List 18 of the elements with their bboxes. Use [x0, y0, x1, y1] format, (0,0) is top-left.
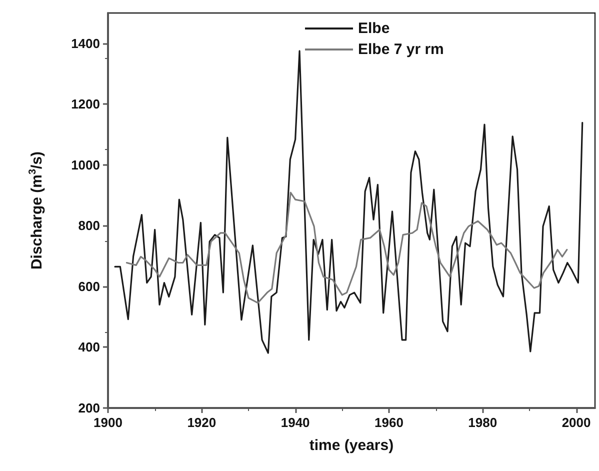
x-tick-label: 1960 — [374, 415, 404, 430]
line-series — [126, 192, 568, 304]
y-tick-label: 200 — [78, 400, 100, 416]
y-tick-label: 400 — [78, 340, 100, 355]
legend-label: Elbe — [358, 20, 390, 37]
y-tick-label: 1000 — [71, 157, 100, 172]
y-tick-label: 800 — [78, 218, 100, 234]
x-tick-label: 1940 — [280, 415, 310, 430]
x-tick-label: 2000 — [562, 415, 591, 430]
x-tick-label: 1920 — [187, 415, 216, 430]
x-tick-label: 1980 — [468, 415, 498, 430]
x-axis-title: time (years) — [309, 437, 394, 454]
y-tick-label: 1400 — [71, 36, 100, 51]
x-tick-label: 1900 — [94, 415, 122, 430]
y-axis-title: Discharge (m3/s) — [28, 151, 46, 270]
y-tick-label: 1200 — [71, 96, 100, 112]
y-tick-label: 600 — [78, 278, 100, 294]
legend-label: Elbe 7 yr rm — [358, 41, 444, 58]
